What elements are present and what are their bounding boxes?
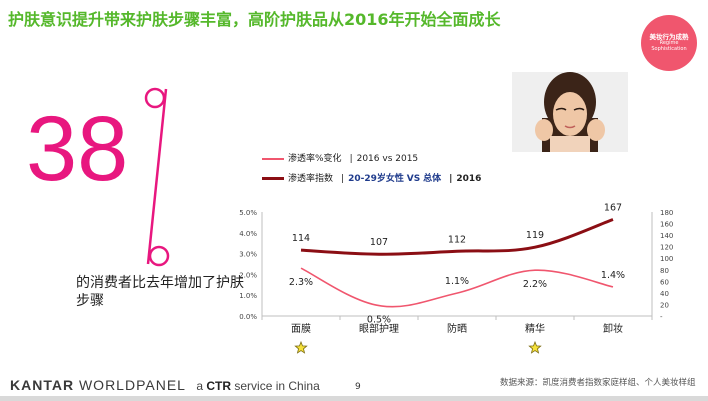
badge-title: 美妆行为成熟: [649, 32, 689, 41]
percent-circle-bottom: [148, 245, 170, 267]
x-tick-label: 精华: [525, 322, 545, 335]
data-label-index: 119: [526, 230, 544, 241]
woman-photo-illustration: [512, 72, 628, 152]
x-tick-label: 卸妆: [603, 322, 623, 335]
data-label-index: 114: [292, 233, 310, 244]
legend-item-index: 渗透率指数 | 20-29岁女性 VS 总体 | 2016: [262, 171, 481, 184]
legend-line-index: [262, 177, 284, 180]
y-right-tick-label: 140: [660, 232, 673, 240]
data-label-change: 1.4%: [601, 270, 625, 281]
page-number: 9: [355, 382, 361, 392]
y-left-tick-label: 1.0%: [239, 292, 257, 300]
line-chart: 0.0% 1.0% 2.0% 3.0% 4.0% 5.0% - 20 40 60 80 100 120 1…: [239, 203, 673, 354]
y-left-tick-label: 4.0%: [239, 230, 257, 238]
logo-subbrand: WORLDPANEL: [78, 377, 186, 393]
highlight-caption: 的消费者比去年增加了护肤步骤: [76, 275, 244, 310]
tagline-rest: service in China: [234, 379, 320, 393]
y-right-tick-label: 100: [660, 255, 673, 263]
footer-bar: [0, 396, 708, 401]
data-label-index: 107: [370, 237, 388, 248]
legend-note-total: 总体: [423, 174, 442, 184]
y-right-tick-label: 80: [660, 267, 669, 275]
y-left-tick-label: 3.0%: [239, 251, 257, 259]
legend-note-vs: VS: [406, 174, 421, 184]
tagline-ctr: CTR: [206, 379, 232, 393]
y-left-tick-label: 5.0%: [239, 209, 257, 217]
x-tick-label: 面膜: [291, 323, 311, 335]
data-label-change: 2.3%: [289, 277, 313, 288]
y-left-tick-label: 2.0%: [239, 271, 257, 279]
legend-label-change: 渗透率%变化: [288, 154, 342, 164]
legend-label-index: 渗透率指数: [288, 174, 334, 184]
highlight-percentage: 38: [26, 87, 170, 267]
y-right-tick-label: 160: [660, 221, 673, 229]
percent-slash: [146, 88, 168, 265]
data-label-index: 167: [604, 203, 622, 214]
logo-brand: KANTAR: [10, 377, 75, 393]
legend-note-change: 2016 vs 2015: [356, 154, 419, 164]
y-right-tick-label: -: [660, 313, 663, 321]
x-tick-label: 防晒: [447, 322, 467, 335]
data-label-change: 0.5%: [367, 315, 391, 326]
badge-subtitle-line1: Regime: [659, 39, 679, 46]
legend-note-year: 2016: [456, 174, 482, 184]
data-label-change: 2.2%: [523, 279, 547, 290]
badge-subtitle-line2: Sophistication: [651, 45, 687, 52]
star-icon: [294, 340, 308, 354]
data-label-change: 1.1%: [445, 276, 469, 287]
y-right-tick-label: 180: [660, 209, 673, 217]
y-left-tick-label: 0.0%: [239, 313, 257, 321]
data-source: 数据来源：凯度消费者指数家庭样组、个人美妆样组: [500, 378, 696, 388]
woman-skincare-photo: [512, 72, 628, 152]
x-tick-label: 眼部护理: [359, 322, 399, 335]
legend-line-change: [262, 157, 284, 160]
star-icon: [528, 340, 542, 354]
legend-item-change: 渗透率%变化 | 2016 vs 2015: [262, 151, 418, 164]
page-title: 护肤意识提升带来护肤步骤丰富，高阶护肤品从2016年开始全面成长: [8, 10, 501, 29]
y-right-tick-label: 40: [660, 290, 669, 298]
data-label-index: 112: [448, 234, 466, 245]
highlight-number: 38: [26, 98, 128, 200]
topic-badge: 美妆行为成熟 Regime Sophistication: [641, 15, 697, 71]
series-line-index: [300, 218, 614, 256]
y-right-tick-label: 20: [660, 301, 669, 309]
y-right-tick-label: 120: [660, 244, 673, 252]
tagline-prefix: a: [196, 379, 204, 393]
y-right-tick-label: 60: [660, 278, 669, 286]
series-line-change: [300, 267, 614, 308]
kantar-logo: KANTAR WORLDPANEL a CTR service in China: [10, 377, 320, 393]
legend-note-group: 20-29岁女性: [348, 174, 404, 184]
